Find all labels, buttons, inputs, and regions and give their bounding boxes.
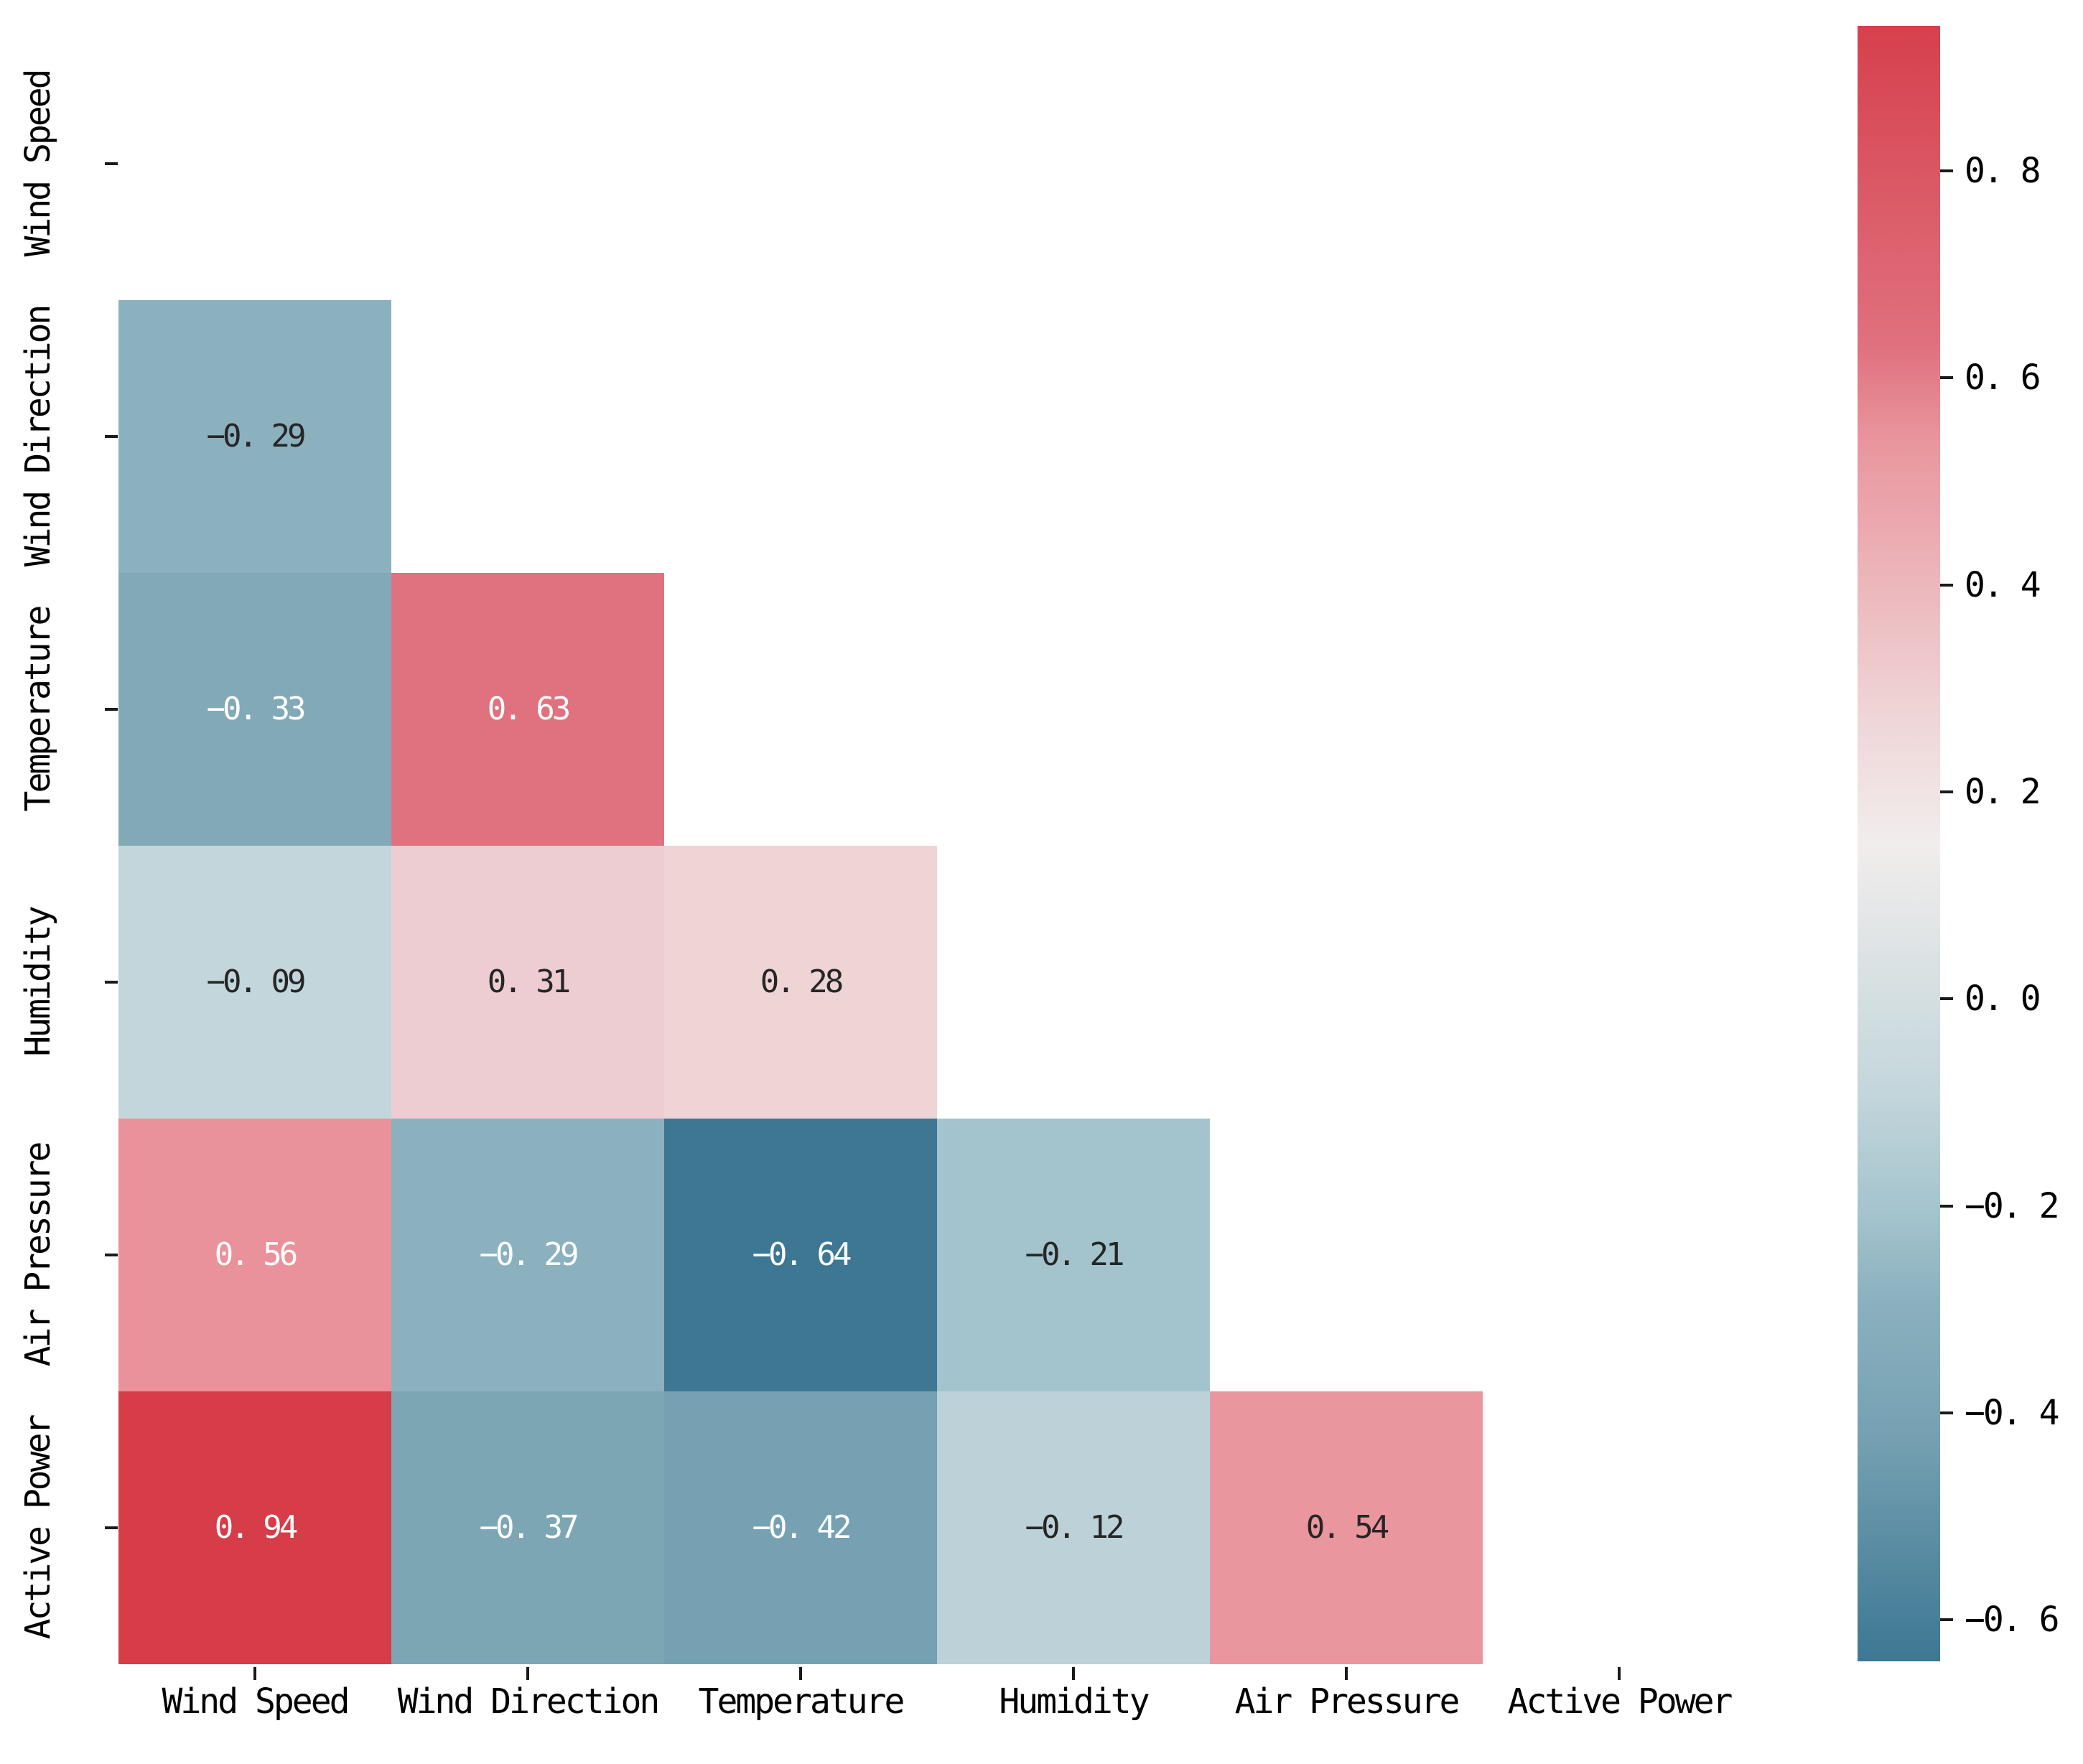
- y-axis-tick: [105, 708, 118, 711]
- heatmap-cell: −0. 21: [937, 1119, 1210, 1391]
- colorbar-tick-label: 0. 2: [1965, 771, 2041, 812]
- cell-annotation: 0. 94: [214, 1509, 298, 1546]
- cell-annotation: −0. 29: [206, 418, 307, 454]
- heatmap-cell: −0. 64: [664, 1119, 937, 1391]
- colorbar-tick: [1940, 583, 1953, 587]
- x-axis-tick: [1072, 1667, 1075, 1680]
- x-axis-tick: [1345, 1667, 1348, 1680]
- x-axis-label: Humidity: [999, 1681, 1150, 1722]
- colorbar-tick: [1940, 169, 1953, 172]
- y-axis-tick: [105, 1254, 118, 1256]
- x-axis-tick: [253, 1667, 256, 1680]
- colorbar-tick-label: 0. 8: [1965, 150, 2041, 191]
- cell-annotation: −0. 12: [1025, 1509, 1125, 1546]
- heatmap-cell: −0. 09: [118, 846, 391, 1119]
- colorbar-tick: [1940, 1204, 1953, 1208]
- cell-annotation: −0. 37: [479, 1509, 579, 1546]
- colorbar-tick-label: 0. 4: [1965, 564, 2041, 605]
- y-axis-label: Wind Direction: [18, 306, 58, 567]
- heatmap-cell: −0. 29: [118, 300, 391, 573]
- x-axis-label: Air Pressure: [1234, 1681, 1460, 1722]
- x-axis-tick: [1618, 1667, 1621, 1680]
- colorbar-tick: [1940, 376, 1953, 380]
- x-axis-label: Temperature: [698, 1681, 905, 1722]
- x-axis-tick: [799, 1667, 802, 1680]
- heatmap-cell: 0. 94: [118, 1391, 391, 1664]
- colorbar-tick-label: −0. 6: [1965, 1600, 2059, 1641]
- cell-annotation: 0. 63: [487, 691, 571, 727]
- cell-annotation: −0. 64: [752, 1236, 852, 1273]
- y-axis-tick: [105, 435, 118, 438]
- colorbar-tick: [1940, 1618, 1953, 1622]
- colorbar-tick-label: −0. 2: [1965, 1185, 2059, 1226]
- heatmap-cell: 0. 31: [391, 846, 664, 1119]
- cell-annotation: −0. 21: [1025, 1236, 1125, 1273]
- colorbar-tick-label: 0. 6: [1965, 358, 2041, 398]
- x-axis-label: Active Power: [1507, 1681, 1733, 1722]
- heatmap-cell: −0. 42: [664, 1391, 937, 1664]
- y-axis-label: Humidity: [18, 907, 58, 1057]
- cell-annotation: −0. 09: [206, 963, 307, 1000]
- y-axis-label: Wind Speed: [18, 70, 58, 257]
- y-axis-tick: [105, 981, 118, 984]
- cell-annotation: 0. 54: [1305, 1509, 1389, 1546]
- cell-annotation: −0. 42: [752, 1509, 852, 1546]
- heatmap-cell: −0. 29: [391, 1119, 664, 1391]
- heatmap-cell: 0. 54: [1210, 1391, 1483, 1664]
- cell-annotation: 0. 31: [487, 963, 571, 1000]
- x-axis-tick: [526, 1667, 529, 1680]
- cell-annotation: 0. 28: [760, 963, 844, 1000]
- heatmap-cell: 0. 63: [391, 573, 664, 846]
- cell-annotation: −0. 29: [479, 1236, 579, 1273]
- x-axis-label: Wind Speed: [162, 1681, 350, 1722]
- heatmap-cell: 0. 56: [118, 1119, 391, 1391]
- y-axis-label: Air Pressure: [18, 1143, 58, 1367]
- colorbar-tick-label: 0. 0: [1965, 979, 2041, 1019]
- y-axis-label: Temperature: [18, 607, 58, 812]
- colorbar-tick: [1940, 790, 1953, 793]
- y-axis-tick: [105, 162, 118, 165]
- heatmap-cell: 0. 28: [664, 846, 937, 1119]
- cell-annotation: 0. 56: [214, 1236, 298, 1273]
- heatmap-cell: −0. 12: [937, 1391, 1210, 1664]
- colorbar-tick: [1940, 997, 1953, 1001]
- heatmap-cell: −0. 33: [118, 573, 391, 846]
- cell-annotation: −0. 33: [206, 691, 307, 727]
- colorbar-tick-label: −0. 4: [1965, 1392, 2059, 1433]
- heatmap-cell: −0. 37: [391, 1391, 664, 1664]
- colorbar-tick: [1940, 1411, 1953, 1414]
- x-axis-label: Wind Direction: [397, 1681, 661, 1722]
- y-axis-tick: [105, 1526, 118, 1529]
- colorbar-gradient: [1858, 26, 1940, 1661]
- y-axis-label: Active Power: [18, 1416, 58, 1640]
